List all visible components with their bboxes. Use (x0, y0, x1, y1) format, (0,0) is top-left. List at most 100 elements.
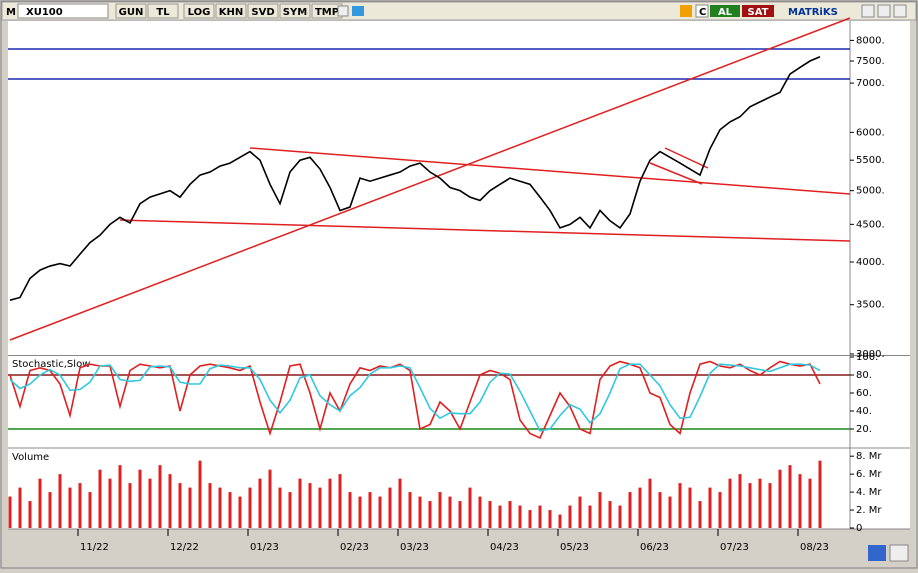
volume-bar (268, 469, 272, 528)
x-tick-label: 11/22 (80, 542, 109, 553)
y-tick-label: 80. (856, 370, 872, 381)
volume-bar (438, 492, 442, 528)
volume-bar (98, 469, 102, 528)
toolbar-button-label[interactable]: TL (156, 7, 170, 18)
toolbar-button-label[interactable]: SYM (283, 7, 307, 18)
panel-title: Stochastic,Slow (12, 359, 90, 370)
buy-button[interactable]: AL (718, 7, 733, 18)
y-tick-label: 20. (856, 424, 872, 435)
y-tick-label: 6. Mr (856, 469, 882, 480)
volume-bar (518, 505, 522, 528)
volume-bar (698, 501, 702, 528)
toolbar-button[interactable] (279, 3, 311, 19)
volume-bar (108, 478, 112, 528)
volume-bar (358, 496, 362, 528)
volume-bar (298, 478, 302, 528)
symbol-box[interactable] (17, 3, 109, 19)
x-tick-label: 08/23 (800, 542, 829, 553)
panel-title: Volume (12, 452, 49, 463)
toolbar-button-label[interactable]: SVD (251, 7, 274, 18)
y-tick-label: 8000. (856, 35, 885, 46)
volume-bar (568, 505, 572, 528)
toolbar-button[interactable] (115, 3, 147, 19)
c-button[interactable]: C (699, 7, 706, 18)
toolbar-button-label[interactable]: TMP (315, 7, 339, 18)
volume-bar (668, 496, 672, 528)
volume-bar (218, 487, 222, 528)
volume-bar (48, 492, 52, 528)
volume-bar (628, 492, 632, 528)
volume-bar (178, 483, 182, 528)
maximize[interactable] (877, 4, 891, 18)
volume-bar (488, 501, 492, 528)
close[interactable] (893, 4, 907, 18)
volume-bar (448, 496, 452, 528)
trend-line (664, 147, 709, 169)
symbol[interactable]: XU100 (26, 7, 63, 18)
volume-bar (168, 474, 172, 528)
volume-bar (278, 487, 282, 528)
toolbar-button-label[interactable]: KHN (219, 7, 244, 18)
volume-bar (608, 501, 612, 528)
volume-bar (658, 492, 662, 528)
y-tick-label: 2. Mr (856, 505, 882, 516)
trend-line (119, 219, 851, 242)
volume-bar (788, 465, 792, 528)
volume-bar (588, 505, 592, 528)
dropdown[interactable] (337, 5, 349, 17)
volume-bar (738, 474, 742, 528)
y-tick-label: 60. (856, 388, 872, 399)
buy-box[interactable] (710, 5, 740, 17)
volume-bar (718, 492, 722, 528)
y-tick-label: 4500. (856, 219, 885, 230)
volume-bar (768, 483, 772, 528)
volume-bar (498, 505, 502, 528)
y-tick-label: 0 (856, 523, 862, 534)
volume-bar (648, 478, 652, 528)
toolbar-button[interactable] (183, 3, 215, 19)
series-line (9, 360, 821, 440)
y-tick-label: 7500. (856, 56, 885, 67)
toolbar-button[interactable] (147, 3, 179, 19)
price-line (9, 56, 821, 301)
x-tick-label: 07/23 (720, 542, 749, 553)
volume-bar (68, 487, 72, 528)
volume-bar (418, 496, 422, 528)
c-box[interactable] (695, 4, 709, 18)
volume-bar (158, 465, 162, 528)
volume-bar (508, 501, 512, 528)
toolbar-button[interactable] (247, 3, 279, 19)
volume-bar (548, 510, 552, 528)
twitter-icon[interactable] (352, 6, 364, 16)
toolbar-button-label[interactable]: LOG (188, 7, 211, 18)
logo: M (6, 7, 16, 18)
volume-bar (58, 474, 62, 528)
trend-line (9, 17, 851, 341)
sell-box[interactable] (742, 5, 774, 17)
volume-bar (578, 496, 582, 528)
volume-bar (798, 474, 802, 528)
volume-bar (138, 469, 142, 528)
volume-bar (88, 492, 92, 528)
y-tick-label: 40. (856, 406, 872, 417)
volume-bar (238, 496, 242, 528)
x-tick-label: 05/23 (560, 542, 589, 553)
minimize[interactable] (861, 4, 875, 18)
volume-bar (38, 478, 42, 528)
y-tick-label: 5500. (856, 155, 885, 166)
toolbar-button-label[interactable]: GUN (119, 7, 144, 18)
volume-bar (8, 496, 12, 528)
volume-bar (618, 505, 622, 528)
settings-icon[interactable] (889, 544, 909, 562)
volume-bar (478, 496, 482, 528)
sync-icon[interactable] (868, 545, 886, 561)
volume-bar (408, 492, 412, 528)
toolbar-button[interactable] (215, 3, 247, 19)
y-tick-label: 8. Mr (856, 451, 882, 462)
sell-button[interactable]: SAT (748, 7, 769, 18)
flash-icon[interactable] (680, 5, 692, 17)
volume-bar (308, 483, 312, 528)
volume-bar (538, 505, 542, 528)
